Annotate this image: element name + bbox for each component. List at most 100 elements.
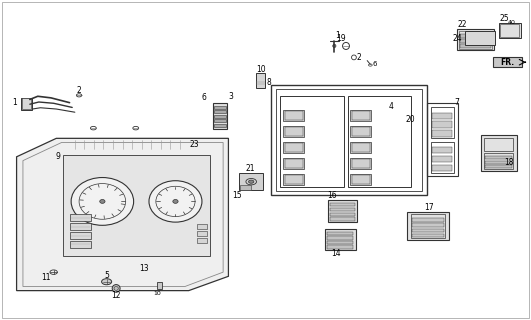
Bar (196, 224, 207, 229)
Text: 11: 11 (41, 273, 50, 282)
Bar (485, 156, 512, 159)
Ellipse shape (173, 199, 178, 203)
Bar (432, 147, 452, 153)
Text: 22: 22 (458, 20, 467, 29)
Bar (352, 127, 370, 136)
Polygon shape (16, 138, 228, 291)
Bar (431, 107, 454, 138)
Bar (70, 214, 91, 221)
Text: 3: 3 (229, 92, 234, 101)
Text: 1: 1 (335, 31, 340, 40)
Bar (70, 241, 91, 248)
Bar (330, 212, 355, 216)
Text: 7: 7 (455, 98, 460, 107)
Bar (285, 159, 303, 168)
Bar (327, 245, 354, 249)
Text: 6: 6 (372, 61, 377, 68)
Bar (352, 111, 370, 120)
Bar (214, 124, 226, 127)
Bar (256, 73, 265, 88)
Bar (22, 98, 31, 109)
Bar (485, 165, 512, 168)
Bar (412, 228, 444, 232)
Bar (214, 115, 226, 118)
Text: 14: 14 (332, 249, 341, 258)
Text: 2: 2 (76, 86, 81, 95)
Bar (407, 212, 449, 240)
Bar (67, 141, 74, 148)
Bar (21, 98, 32, 110)
Bar (411, 214, 445, 238)
Text: 40: 40 (507, 20, 515, 26)
Bar (352, 159, 370, 168)
Bar (493, 57, 523, 67)
Bar (283, 174, 304, 185)
Text: 17: 17 (424, 203, 433, 212)
Bar (283, 110, 304, 121)
Bar (280, 96, 344, 187)
Bar (412, 223, 444, 227)
Bar (432, 122, 452, 128)
Bar (412, 234, 444, 237)
Bar (157, 282, 162, 289)
Bar (330, 217, 355, 220)
Text: 19: 19 (336, 34, 346, 43)
Bar (352, 143, 370, 152)
Bar (484, 153, 513, 169)
Bar (285, 127, 303, 136)
Text: 24: 24 (452, 35, 462, 44)
Bar (352, 175, 370, 184)
Bar (432, 156, 452, 162)
Text: 4: 4 (389, 102, 394, 111)
Bar (276, 89, 422, 191)
Bar (196, 231, 207, 236)
Bar (212, 103, 227, 129)
Bar (350, 174, 371, 185)
Bar (327, 241, 354, 244)
Bar (330, 203, 355, 206)
Bar (327, 236, 354, 240)
Bar (460, 39, 491, 43)
Bar (348, 96, 411, 187)
Bar (459, 31, 492, 49)
Bar (283, 126, 304, 137)
Bar (481, 134, 517, 171)
Bar (70, 232, 91, 239)
Text: 8: 8 (267, 78, 271, 87)
Text: 25: 25 (499, 14, 509, 23)
Bar (350, 142, 371, 153)
Bar (214, 119, 226, 123)
Bar (330, 208, 355, 211)
Bar (500, 24, 519, 37)
Bar (460, 34, 491, 38)
Bar (350, 110, 371, 121)
Ellipse shape (333, 44, 336, 48)
Ellipse shape (100, 199, 105, 203)
Bar (285, 175, 303, 184)
Text: 2: 2 (357, 53, 362, 62)
Bar (432, 130, 452, 137)
Ellipse shape (71, 178, 134, 225)
Text: 18: 18 (504, 158, 514, 167)
Ellipse shape (112, 284, 120, 292)
Text: 9: 9 (55, 152, 61, 161)
Bar (239, 173, 263, 190)
Bar (271, 85, 427, 195)
Bar (499, 23, 521, 38)
Bar (427, 103, 458, 176)
Bar (350, 126, 371, 137)
Bar (484, 138, 513, 151)
Text: FR.: FR. (501, 58, 515, 67)
Bar (285, 111, 303, 120)
Bar (327, 232, 354, 235)
Bar (432, 165, 452, 171)
Bar (328, 200, 357, 222)
Text: 23: 23 (189, 140, 199, 149)
Bar (70, 140, 186, 149)
Text: 16: 16 (327, 191, 337, 200)
Ellipse shape (101, 279, 112, 285)
Text: 10: 10 (256, 65, 266, 74)
Ellipse shape (149, 181, 202, 222)
Text: 20: 20 (406, 115, 415, 124)
Bar (325, 229, 356, 250)
